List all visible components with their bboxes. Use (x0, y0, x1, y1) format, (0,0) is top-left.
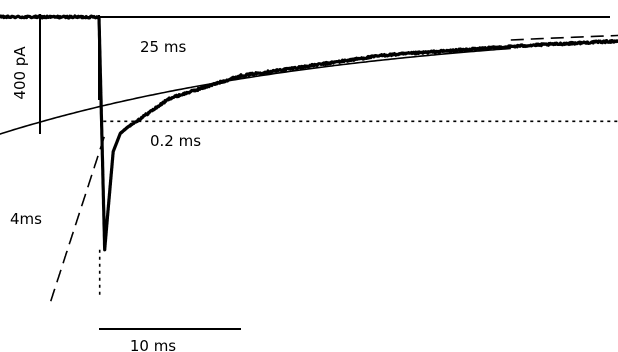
fit-curve-25ms-dashed (510, 34, 618, 41)
current-trace (0, 14, 618, 252)
fit-label-0.2ms: 0.2 ms (150, 132, 201, 150)
fit-label-25ms: 25 ms (140, 38, 186, 56)
fit-label-4ms: 4ms (10, 210, 42, 228)
fit-curve-0.2ms (98, 120, 618, 299)
x-scale-bar-label: 10 ms (130, 337, 176, 352)
fit-curve-25ms-solid (0, 47, 511, 135)
fit-curve-4ms (49, 130, 107, 302)
y-scale-bar-label: 400 pA (11, 46, 29, 100)
